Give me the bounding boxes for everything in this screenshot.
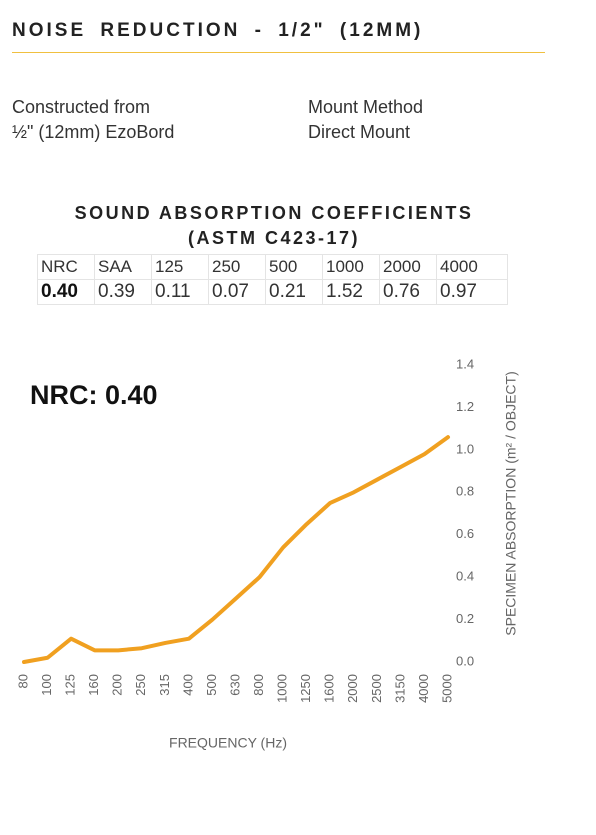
spec-text: Constructed from — [12, 97, 151, 117]
y-tick-label: 0.2 — [456, 611, 474, 626]
y-axis-title: SPECIMEN ABSORPTION (m² / OBJECT) — [503, 371, 519, 635]
x-tick-label: 800 — [251, 674, 266, 696]
table-cell: 0.11 — [151, 279, 209, 305]
table-cell: 0.40 — [37, 279, 95, 305]
x-tick-label: 400 — [180, 674, 195, 696]
x-tick-label: 1250 — [298, 674, 313, 703]
x-tick-label: 630 — [227, 674, 242, 696]
page-title: NOISE REDUCTION - 1/2" (12MM) — [12, 20, 424, 41]
y-tick-label: 0.6 — [456, 526, 474, 541]
x-tick-label: 100 — [39, 674, 54, 696]
x-tick-label: 4000 — [416, 674, 431, 703]
table-row: NRC SAA 125 250 500 1000 2000 4000 — [37, 254, 508, 280]
table-title-line: (ASTM C423-17) — [187, 228, 361, 248]
spec-right: Mount Method Direct Mount — [308, 95, 423, 145]
x-tick-label: 200 — [110, 674, 125, 696]
table-cell: SAA — [94, 254, 152, 280]
x-tick-label: 315 — [157, 674, 172, 696]
y-tick-label: 0.0 — [456, 653, 474, 668]
table-cell: 0.07 — [208, 279, 266, 305]
table-title: SOUND ABSORPTION COEFFICIENTS (ASTM C423… — [0, 201, 548, 251]
y-tick-label: 0.8 — [456, 484, 474, 499]
table-cell: 2000 — [379, 254, 437, 280]
table-cell: NRC — [37, 254, 95, 280]
spec-text: Mount Method — [308, 97, 424, 117]
table-cell: 500 — [265, 254, 323, 280]
spec-left: Constructed from ½" (12mm) EzoBord — [12, 95, 174, 145]
x-tick-label: 80 — [15, 674, 30, 688]
table-cell: 0.21 — [265, 279, 323, 305]
x-tick-label: 1000 — [275, 674, 290, 703]
divider — [12, 52, 545, 53]
x-tick-label: 2000 — [345, 674, 360, 703]
y-tick-label: 0.4 — [456, 569, 474, 584]
y-tick-label: 1.2 — [456, 399, 474, 414]
annotation: NRC: 0.40 — [30, 380, 158, 410]
data-line — [22, 435, 450, 664]
x-axis-title: FREQUENCY (Hz) — [169, 735, 287, 751]
table-cell: 0.76 — [379, 279, 437, 305]
table-cell: 250 — [208, 254, 266, 280]
x-tick-label: 160 — [86, 674, 101, 696]
x-tick-label: 1600 — [322, 674, 337, 703]
spec-text: Direct Mount — [308, 122, 411, 142]
x-tick-label: 5000 — [439, 674, 454, 703]
x-tick-label: 250 — [133, 674, 148, 696]
table-cell: 0.97 — [436, 279, 508, 305]
y-tick-label: 1.0 — [456, 441, 474, 456]
spec-text: ½" (12mm) EzoBord — [12, 122, 175, 142]
table-cell: 0.39 — [94, 279, 152, 305]
table-cell: 4000 — [436, 254, 508, 280]
table-cell: 125 — [151, 254, 209, 280]
x-tick-label: 2500 — [369, 674, 384, 703]
table-cell: 1.52 — [322, 279, 380, 305]
x-tick-label: 500 — [204, 674, 219, 696]
chart: NRC: 0.40 0.0 0.2 0.4 0.6 0.8 1.0 1.2 1.4 80 100 12… — [15, 356, 519, 751]
y-tick-label: 1.4 — [456, 356, 474, 371]
table-row: 0.40 0.39 0.11 0.07 0.21 1.52 0.76 0.97 — [37, 279, 508, 305]
table-cell: 1000 — [322, 254, 380, 280]
coefficient-table: NRC SAA 125 250 500 1000 2000 4000 0.40 0.39 0.11 0… — [37, 254, 508, 305]
x-tick-label: 3150 — [392, 674, 407, 703]
table-title-line: SOUND ABSORPTION COEFFICIENTS — [74, 203, 474, 223]
x-tick-label: 125 — [63, 674, 78, 696]
